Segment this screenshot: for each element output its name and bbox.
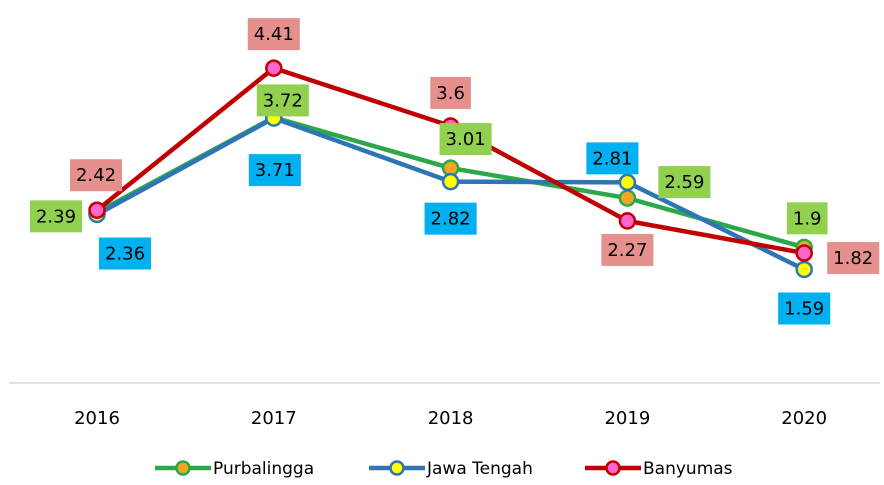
- marker: [618, 189, 637, 207]
- data-label-text: 2.39: [36, 206, 76, 227]
- data-label-box: [778, 292, 831, 325]
- marker: [265, 59, 283, 77]
- marker: [618, 212, 637, 230]
- marker: [795, 244, 813, 262]
- data-label: 3.6: [430, 76, 471, 109]
- x-tick-label: 2017: [251, 408, 297, 429]
- data-label-box: [256, 84, 309, 117]
- marker: [88, 201, 106, 219]
- data-label-text: 1.82: [833, 248, 873, 269]
- legend-label: Jawa Tengah: [426, 459, 533, 479]
- legend-label: Purbalingga: [213, 459, 314, 479]
- data-label-box: [658, 166, 711, 199]
- data-label-box: [29, 200, 83, 233]
- data-label: 2.39: [29, 200, 83, 233]
- data-label-box: [439, 123, 492, 156]
- marker: [618, 173, 637, 192]
- data-label: 3.01: [439, 123, 492, 156]
- marker: [441, 172, 460, 191]
- data-label-text: 3.6: [436, 83, 465, 104]
- legend-marker: [389, 460, 405, 476]
- data-label: 1.9: [786, 202, 828, 235]
- data-label-text: 1.9: [793, 208, 822, 229]
- data-label: 2.36: [98, 237, 152, 270]
- data-label: 3.72: [256, 84, 309, 117]
- data-label-box: [827, 242, 880, 275]
- data-label-text: 2.59: [664, 172, 704, 193]
- x-tick-label: 2020: [781, 408, 827, 429]
- data-label-text: 2.36: [105, 243, 145, 264]
- data-label-text: 2.82: [431, 209, 471, 230]
- data-label: 2.81: [586, 142, 639, 175]
- data-label: 2.27: [601, 233, 654, 266]
- data-label-box: [69, 159, 123, 192]
- marker: [795, 260, 813, 279]
- data-label-text: 3.01: [446, 129, 486, 150]
- data-label-text: 1.59: [784, 298, 824, 319]
- data-label-box: [786, 202, 828, 235]
- legend-marker: [175, 460, 191, 476]
- x-tick-label: 2018: [428, 408, 474, 429]
- data-label: 1.59: [778, 292, 831, 325]
- data-label-box: [424, 202, 477, 235]
- data-label-box: [247, 18, 300, 51]
- data-label-box: [601, 233, 654, 266]
- data-label: 2.82: [424, 202, 477, 235]
- data-label-text: 3.71: [255, 160, 295, 181]
- x-tick-label: 2016: [74, 408, 120, 429]
- data-label-box: [430, 76, 471, 109]
- data-label-text: 2.81: [592, 148, 632, 169]
- data-label: 2.42: [69, 159, 123, 192]
- data-label-box: [98, 237, 152, 270]
- data-label-text: 3.72: [263, 90, 303, 111]
- data-label-text: 2.42: [76, 165, 116, 186]
- x-tick-label: 2019: [604, 408, 650, 429]
- legend-label: Banyumas: [643, 459, 733, 479]
- data-label: 3.71: [248, 154, 301, 187]
- data-label-text: 4.41: [254, 24, 294, 45]
- data-label-box: [248, 154, 301, 187]
- legend-marker: [605, 460, 621, 476]
- data-label-text: 2.27: [607, 240, 647, 261]
- data-label-box: [586, 142, 639, 175]
- data-label: 1.82: [827, 242, 880, 275]
- data-label: 4.41: [247, 18, 300, 51]
- data-label: 2.59: [658, 166, 711, 199]
